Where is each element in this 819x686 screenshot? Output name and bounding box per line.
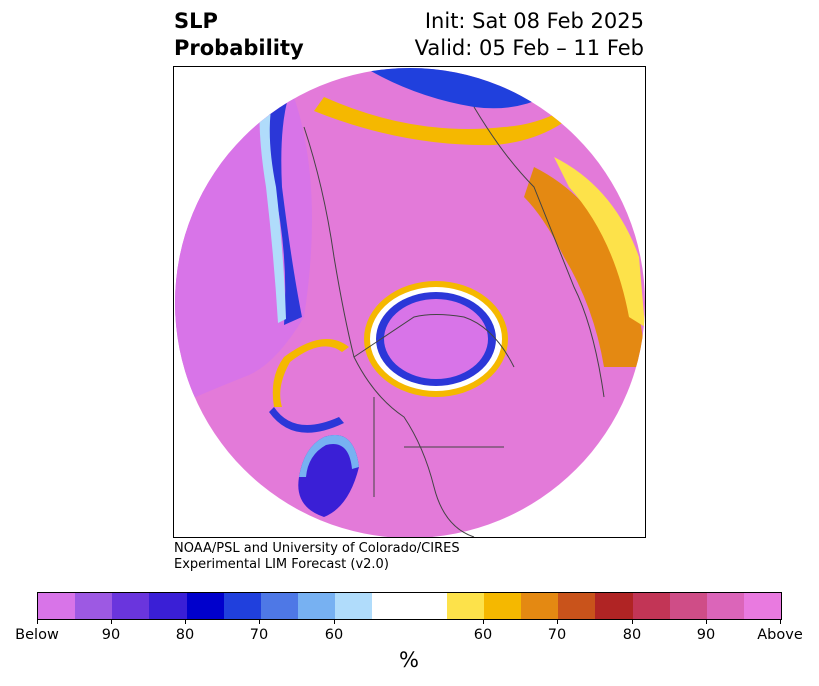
colorbar-tick-label: 60 xyxy=(473,627,493,643)
colorbar-swatch xyxy=(75,593,113,619)
colorbar-tick-label: 80 xyxy=(175,627,195,643)
colorbar-tick-label: Below xyxy=(15,627,59,643)
colorbar-tick-label: 70 xyxy=(249,627,269,643)
colorbar-swatch xyxy=(260,593,299,619)
map-title-left: SLP Probability xyxy=(174,8,304,62)
colorbar-swatch xyxy=(558,593,596,619)
colorbar-tick-label: 90 xyxy=(101,627,121,643)
colorbar-unit: % xyxy=(399,648,419,672)
colorbar-tick-label: 70 xyxy=(547,627,567,643)
colorbar-tick xyxy=(111,619,112,624)
colorbar-swatch xyxy=(409,593,447,619)
colorbar-tick-label: 90 xyxy=(696,627,716,643)
colorbar-tick-label: 80 xyxy=(622,627,642,643)
colorbar-swatch xyxy=(372,593,410,619)
title-valid-range: Valid: 05 Feb – 11 Feb xyxy=(414,36,644,60)
colorbar-swatch xyxy=(335,593,373,619)
colorbar-swatch xyxy=(706,593,744,619)
title-quantity: Probability xyxy=(174,36,304,60)
colorbar-swatch xyxy=(223,593,261,619)
credit-text: NOAA/PSL and University of Colorado/CIRE… xyxy=(174,541,460,573)
map-title-right: Init: Sat 08 Feb 2025 Valid: 05 Feb – 11… xyxy=(415,8,644,62)
colorbar-swatch xyxy=(669,593,707,619)
colorbar-swatch xyxy=(632,593,670,619)
colorbar-tick xyxy=(185,619,186,624)
credit-line-2: Experimental LIM Forecast (v2.0) xyxy=(174,557,389,572)
colorbar-swatch xyxy=(446,593,484,619)
colorbar-tick xyxy=(259,619,260,624)
colorbar-tick xyxy=(483,619,484,624)
colorbar-tick-label: 60 xyxy=(324,627,344,643)
colorbar-tick xyxy=(557,619,558,624)
colorbar-tick xyxy=(780,619,781,624)
colorbar-swatch xyxy=(743,593,782,619)
credit-line-1: NOAA/PSL and University of Colorado/CIRE… xyxy=(174,541,460,556)
colorbar-tick xyxy=(706,619,707,624)
colorbar-tick xyxy=(37,619,38,624)
colorbar-swatch xyxy=(112,593,150,619)
colorbar-swatch xyxy=(595,593,633,619)
forecast-field xyxy=(175,68,645,537)
colorbar-swatch xyxy=(483,593,522,619)
colorbar xyxy=(37,592,782,620)
colorbar-tick-label: Above xyxy=(757,627,803,643)
coastlines xyxy=(303,106,605,537)
probability-map xyxy=(175,68,645,537)
colorbar-swatch xyxy=(149,593,187,619)
colorbar-swatch xyxy=(186,593,224,619)
colorbar-swatch xyxy=(298,593,336,619)
colorbar-tick xyxy=(632,619,633,624)
colorbar-swatch xyxy=(38,593,76,619)
map-panel xyxy=(173,66,646,538)
colorbar-tick xyxy=(334,619,335,624)
title-init-date: Init: Sat 08 Feb 2025 xyxy=(424,9,644,33)
colorbar-swatch xyxy=(521,593,559,619)
title-variable: SLP xyxy=(174,9,218,33)
